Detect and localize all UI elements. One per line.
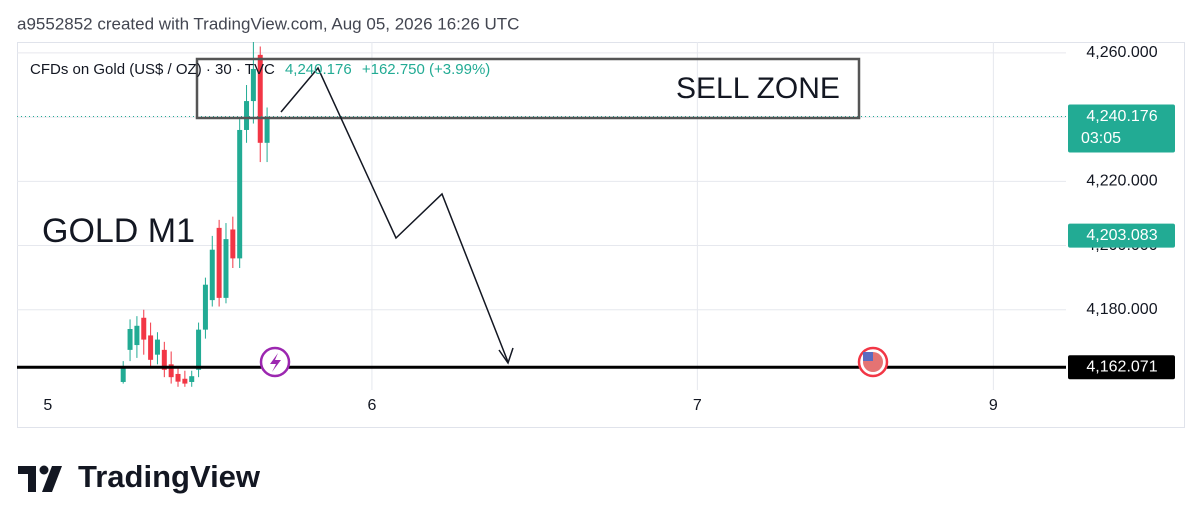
candle-body [134, 325, 140, 346]
gold-label: GOLD M1 [42, 212, 195, 250]
candle-body [196, 329, 202, 370]
y-tick-label: 4,180.000 [1086, 301, 1157, 318]
sell-zone-label: SELL ZONE [676, 72, 840, 105]
candle-body [257, 54, 263, 143]
logo-part [18, 466, 36, 492]
candle-body [209, 249, 215, 301]
price-label: 4,162.071 [1086, 359, 1157, 376]
candle-body [230, 229, 236, 259]
candle-body [237, 129, 243, 259]
x-tick-label: 5 [43, 397, 52, 414]
chart-frame [17, 42, 1185, 428]
candle-body [202, 284, 208, 330]
header: a9552852 created with TradingView.com, A… [17, 14, 519, 33]
candle-body [120, 367, 126, 382]
lightning [270, 353, 281, 372]
x-tick-label: 9 [989, 397, 998, 414]
brand: TradingView [78, 459, 261, 494]
candle-body [175, 373, 181, 382]
candle-body [182, 378, 188, 384]
projection-arrow [280, 66, 509, 363]
candle-body [127, 329, 133, 350]
candle-body [168, 364, 174, 378]
price-label: 4,203.083 [1086, 227, 1157, 244]
arrow-head [498, 347, 514, 365]
countdown-label: 03:05 [1081, 130, 1121, 147]
candle-body [244, 101, 250, 130]
price-label-box [1068, 104, 1175, 153]
price-label: 4,240.176 [1086, 108, 1157, 125]
legend-change: +162.750 (+3.99%) [362, 61, 490, 78]
candle-body [141, 317, 147, 340]
y-tick-label: 4,260.000 [1086, 44, 1157, 61]
candle-body [216, 227, 222, 298]
candle-body [148, 335, 154, 360]
candle-body [264, 116, 270, 143]
candle-body [189, 376, 195, 382]
x-tick-label: 6 [367, 397, 376, 414]
x-tick-label: 7 [693, 397, 702, 414]
legend-symbol: CFDs on Gold (US$ / OZ) · 30 · TVC [30, 61, 275, 78]
candle-body [154, 339, 160, 355]
footer-logo: TradingView [18, 459, 261, 494]
y-tick-label: 4,220.000 [1086, 173, 1157, 190]
legend-last: 4,240.176 [285, 61, 352, 78]
logo-part [39, 465, 49, 475]
drawings: SELL ZONE GOLD M1 CFDs on Gold (US$ / OZ… [30, 57, 889, 378]
price-label-box [1068, 355, 1175, 380]
candle-body [223, 239, 229, 298]
candle-body [250, 68, 256, 102]
sell-zone-box [195, 57, 861, 120]
logo-part [42, 466, 62, 492]
candle-body [161, 349, 167, 370]
flag-canton [863, 352, 873, 361]
legend: CFDs on Gold (US$ / OZ) · 30 · TVC 4,240… [30, 61, 490, 78]
price-label-box [1068, 223, 1175, 248]
